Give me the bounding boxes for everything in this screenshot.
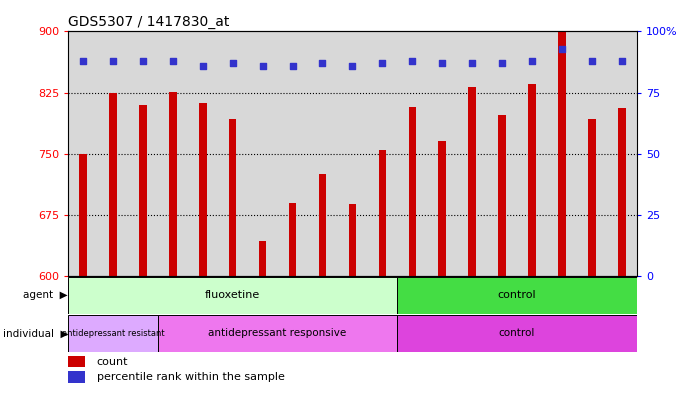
Point [466, 60, 477, 66]
Bar [188, 31, 218, 276]
Bar [68, 371, 85, 382]
Point [437, 60, 447, 66]
Point [556, 46, 567, 52]
Bar [289, 203, 296, 276]
Point [168, 58, 178, 64]
Bar [397, 277, 637, 314]
Bar [607, 31, 637, 276]
Text: count: count [97, 356, 128, 367]
Bar [547, 31, 577, 276]
Bar [528, 84, 536, 276]
Point [78, 58, 89, 64]
Bar [469, 87, 476, 276]
Bar [517, 31, 547, 276]
Point [407, 58, 417, 64]
Text: antidepressant resistant: antidepressant resistant [62, 329, 164, 338]
Bar [68, 277, 397, 314]
Bar [427, 31, 457, 276]
Text: fluoxetine: fluoxetine [205, 290, 260, 300]
Bar [68, 356, 85, 367]
Bar [79, 154, 86, 276]
Bar [169, 92, 176, 276]
Text: antidepressant responsive: antidepressant responsive [208, 329, 347, 338]
Bar [218, 31, 248, 276]
Bar [68, 315, 158, 352]
Bar [487, 31, 517, 276]
Bar [397, 31, 427, 276]
Point [377, 60, 387, 66]
Point [138, 58, 148, 64]
Point [108, 58, 118, 64]
Bar [397, 315, 637, 352]
Bar [139, 105, 146, 276]
Bar [367, 31, 397, 276]
Text: control: control [499, 329, 535, 338]
Bar [229, 119, 236, 276]
Bar [278, 31, 308, 276]
Text: control: control [498, 290, 537, 300]
Text: percentile rank within the sample: percentile rank within the sample [97, 372, 285, 382]
Bar [259, 241, 266, 276]
Bar [379, 150, 386, 276]
Bar [308, 31, 338, 276]
Bar [439, 141, 446, 276]
Point [496, 60, 507, 66]
Bar [319, 174, 326, 276]
Point [197, 62, 208, 69]
Bar [68, 31, 98, 276]
Bar [128, 31, 158, 276]
Bar [349, 204, 356, 276]
Bar [618, 108, 626, 276]
Text: GDS5307 / 1417830_at: GDS5307 / 1417830_at [68, 15, 229, 29]
Bar [577, 31, 607, 276]
Text: individual  ▶: individual ▶ [3, 329, 68, 338]
Point [287, 62, 298, 69]
Point [526, 58, 537, 64]
Point [586, 58, 597, 64]
Bar [158, 31, 188, 276]
Bar [409, 107, 416, 276]
Bar [98, 31, 128, 276]
Point [317, 60, 328, 66]
Bar [558, 0, 566, 276]
Point [347, 62, 358, 69]
Bar [248, 31, 278, 276]
Bar [109, 93, 116, 276]
Point [257, 62, 268, 69]
Bar [199, 103, 206, 276]
Bar [158, 315, 397, 352]
Text: agent  ▶: agent ▶ [23, 290, 68, 300]
Bar [498, 115, 506, 276]
Bar [588, 119, 596, 276]
Point [227, 60, 238, 66]
Bar [457, 31, 487, 276]
Bar [338, 31, 367, 276]
Point [616, 58, 627, 64]
